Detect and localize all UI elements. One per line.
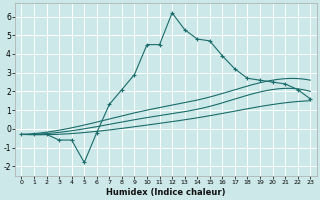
- X-axis label: Humidex (Indice chaleur): Humidex (Indice chaleur): [106, 188, 226, 197]
